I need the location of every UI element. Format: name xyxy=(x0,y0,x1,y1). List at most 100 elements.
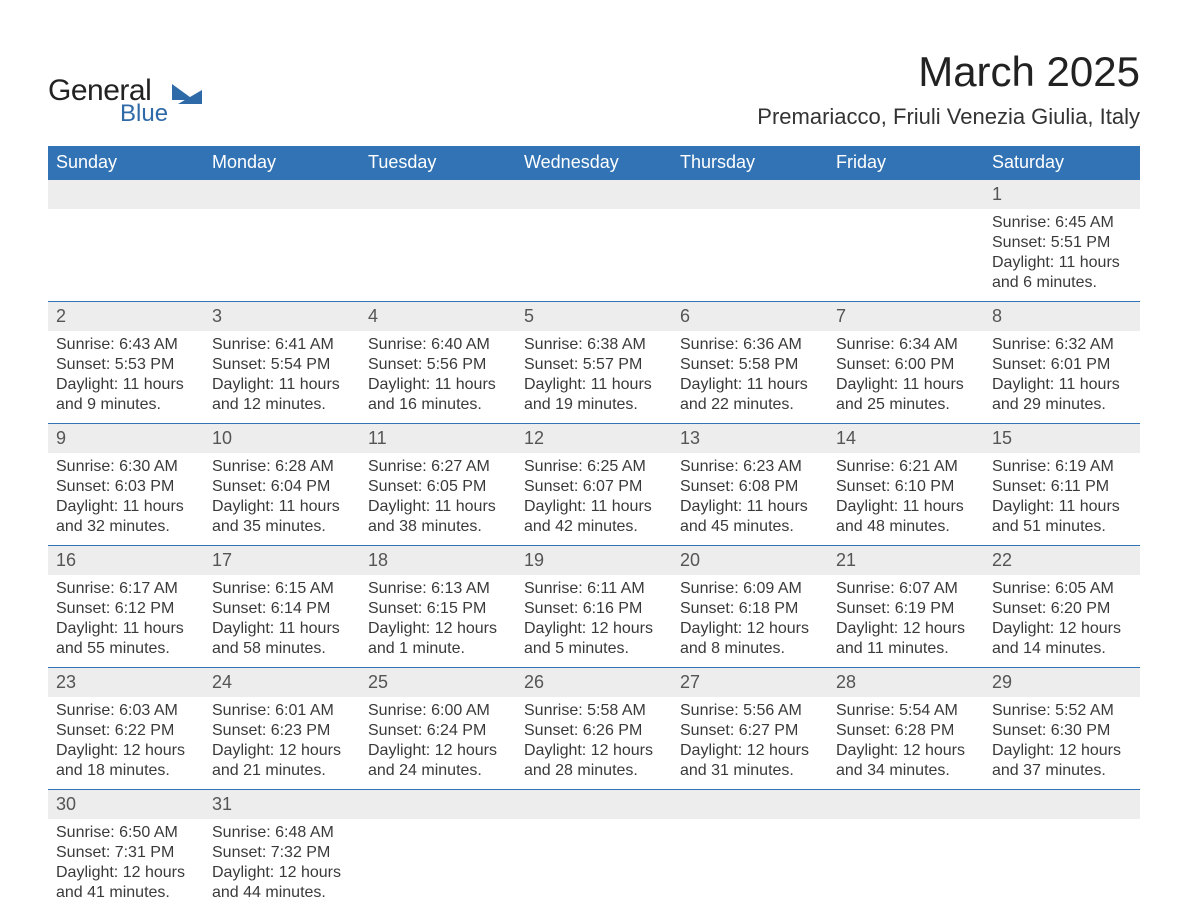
day-number-cell: 2 xyxy=(48,302,204,332)
weekday-header: Tuesday xyxy=(360,146,516,180)
logo-word-blue: Blue xyxy=(120,102,168,126)
day-number-cell: 14 xyxy=(828,424,984,454)
day-detail-cell: Sunrise: 6:17 AMSunset: 6:12 PMDaylight:… xyxy=(48,575,204,668)
day-detail-cell: Sunrise: 6:32 AMSunset: 6:01 PMDaylight:… xyxy=(984,331,1140,424)
day-number-cell xyxy=(360,180,516,210)
day-detail-cell: Sunrise: 6:11 AMSunset: 6:16 PMDaylight:… xyxy=(516,575,672,668)
header: General Blue March 2025 Premariacco, Fri… xyxy=(48,48,1140,130)
day-number-row: 16171819202122 xyxy=(48,546,1140,576)
day-detail-cell: Sunrise: 6:38 AMSunset: 5:57 PMDaylight:… xyxy=(516,331,672,424)
day-detail-cell: Sunrise: 6:30 AMSunset: 6:03 PMDaylight:… xyxy=(48,453,204,546)
day-detail-cell: Sunrise: 6:09 AMSunset: 6:18 PMDaylight:… xyxy=(672,575,828,668)
day-number-cell: 17 xyxy=(204,546,360,576)
day-detail-cell xyxy=(984,819,1140,911)
day-detail-cell: Sunrise: 5:56 AMSunset: 6:27 PMDaylight:… xyxy=(672,697,828,790)
calendar-body: 1 Sunrise: 6:45 AMSunset: 5:51 PMDayligh… xyxy=(48,180,1140,912)
day-number-cell xyxy=(516,180,672,210)
day-number-cell: 8 xyxy=(984,302,1140,332)
day-number-cell xyxy=(516,790,672,820)
day-detail-row: Sunrise: 6:43 AMSunset: 5:53 PMDaylight:… xyxy=(48,331,1140,424)
day-number-cell: 18 xyxy=(360,546,516,576)
day-detail-cell: Sunrise: 6:48 AMSunset: 7:32 PMDaylight:… xyxy=(204,819,360,911)
day-number-cell: 15 xyxy=(984,424,1140,454)
day-number-cell xyxy=(672,790,828,820)
day-detail-cell: Sunrise: 6:27 AMSunset: 6:05 PMDaylight:… xyxy=(360,453,516,546)
day-number-cell: 28 xyxy=(828,668,984,698)
day-detail-cell: Sunrise: 6:28 AMSunset: 6:04 PMDaylight:… xyxy=(204,453,360,546)
day-number-cell: 7 xyxy=(828,302,984,332)
weekday-header: Wednesday xyxy=(516,146,672,180)
day-number-cell: 21 xyxy=(828,546,984,576)
weekday-header-row: SundayMondayTuesdayWednesdayThursdayFrid… xyxy=(48,146,1140,180)
day-detail-cell xyxy=(828,819,984,911)
day-number-cell: 31 xyxy=(204,790,360,820)
day-number-row: 2345678 xyxy=(48,302,1140,332)
day-number-row: 9101112131415 xyxy=(48,424,1140,454)
day-detail-cell xyxy=(516,209,672,302)
day-detail-cell: Sunrise: 6:00 AMSunset: 6:24 PMDaylight:… xyxy=(360,697,516,790)
day-detail-cell: Sunrise: 6:50 AMSunset: 7:31 PMDaylight:… xyxy=(48,819,204,911)
day-number-row: 23242526272829 xyxy=(48,668,1140,698)
day-number-cell xyxy=(672,180,828,210)
weekday-header: Sunday xyxy=(48,146,204,180)
day-number-cell: 9 xyxy=(48,424,204,454)
day-number-row: 3031 xyxy=(48,790,1140,820)
day-number-cell: 24 xyxy=(204,668,360,698)
day-detail-cell: Sunrise: 6:23 AMSunset: 6:08 PMDaylight:… xyxy=(672,453,828,546)
logo-mark-icon xyxy=(172,80,206,106)
day-detail-cell xyxy=(360,209,516,302)
day-detail-row: Sunrise: 6:17 AMSunset: 6:12 PMDaylight:… xyxy=(48,575,1140,668)
day-number-cell: 22 xyxy=(984,546,1140,576)
day-detail-cell: Sunrise: 5:58 AMSunset: 6:26 PMDaylight:… xyxy=(516,697,672,790)
day-detail-cell: Sunrise: 6:21 AMSunset: 6:10 PMDaylight:… xyxy=(828,453,984,546)
day-detail-cell xyxy=(516,819,672,911)
day-number-cell xyxy=(204,180,360,210)
day-number-cell: 11 xyxy=(360,424,516,454)
day-detail-row: Sunrise: 6:30 AMSunset: 6:03 PMDaylight:… xyxy=(48,453,1140,546)
day-detail-cell: Sunrise: 6:45 AMSunset: 5:51 PMDaylight:… xyxy=(984,209,1140,302)
weekday-header: Friday xyxy=(828,146,984,180)
day-detail-cell xyxy=(672,819,828,911)
day-number-cell: 13 xyxy=(672,424,828,454)
day-detail-cell: Sunrise: 5:52 AMSunset: 6:30 PMDaylight:… xyxy=(984,697,1140,790)
weekday-header: Saturday xyxy=(984,146,1140,180)
logo: General Blue xyxy=(48,76,206,126)
day-number-cell: 5 xyxy=(516,302,672,332)
day-detail-row: Sunrise: 6:03 AMSunset: 6:22 PMDaylight:… xyxy=(48,697,1140,790)
day-detail-cell: Sunrise: 6:43 AMSunset: 5:53 PMDaylight:… xyxy=(48,331,204,424)
day-detail-cell: Sunrise: 6:25 AMSunset: 6:07 PMDaylight:… xyxy=(516,453,672,546)
day-number-cell: 4 xyxy=(360,302,516,332)
day-number-cell xyxy=(984,790,1140,820)
day-detail-cell xyxy=(204,209,360,302)
day-detail-cell: Sunrise: 6:19 AMSunset: 6:11 PMDaylight:… xyxy=(984,453,1140,546)
day-number-cell: 10 xyxy=(204,424,360,454)
day-number-cell: 1 xyxy=(984,180,1140,210)
day-number-cell: 3 xyxy=(204,302,360,332)
location: Premariacco, Friuli Venezia Giulia, Ital… xyxy=(757,104,1140,130)
day-number-cell xyxy=(360,790,516,820)
day-number-cell: 12 xyxy=(516,424,672,454)
day-detail-cell: Sunrise: 6:36 AMSunset: 5:58 PMDaylight:… xyxy=(672,331,828,424)
weekday-header: Thursday xyxy=(672,146,828,180)
day-number-cell: 26 xyxy=(516,668,672,698)
day-detail-cell: Sunrise: 6:07 AMSunset: 6:19 PMDaylight:… xyxy=(828,575,984,668)
title-block: March 2025 Premariacco, Friuli Venezia G… xyxy=(757,48,1140,130)
logo-text: General Blue xyxy=(48,76,168,126)
day-detail-cell: Sunrise: 6:01 AMSunset: 6:23 PMDaylight:… xyxy=(204,697,360,790)
day-detail-cell: Sunrise: 6:34 AMSunset: 6:00 PMDaylight:… xyxy=(828,331,984,424)
day-number-cell: 19 xyxy=(516,546,672,576)
day-number-cell xyxy=(828,790,984,820)
day-number-cell: 6 xyxy=(672,302,828,332)
day-detail-row: Sunrise: 6:50 AMSunset: 7:31 PMDaylight:… xyxy=(48,819,1140,911)
weekday-header: Monday xyxy=(204,146,360,180)
calendar-table: SundayMondayTuesdayWednesdayThursdayFrid… xyxy=(48,146,1140,911)
day-detail-cell: Sunrise: 6:40 AMSunset: 5:56 PMDaylight:… xyxy=(360,331,516,424)
day-detail-cell xyxy=(360,819,516,911)
day-number-row: 1 xyxy=(48,180,1140,210)
day-detail-cell: Sunrise: 6:05 AMSunset: 6:20 PMDaylight:… xyxy=(984,575,1140,668)
day-number-cell xyxy=(48,180,204,210)
day-number-cell: 20 xyxy=(672,546,828,576)
day-number-cell: 25 xyxy=(360,668,516,698)
day-detail-cell xyxy=(48,209,204,302)
day-detail-cell: Sunrise: 6:15 AMSunset: 6:14 PMDaylight:… xyxy=(204,575,360,668)
